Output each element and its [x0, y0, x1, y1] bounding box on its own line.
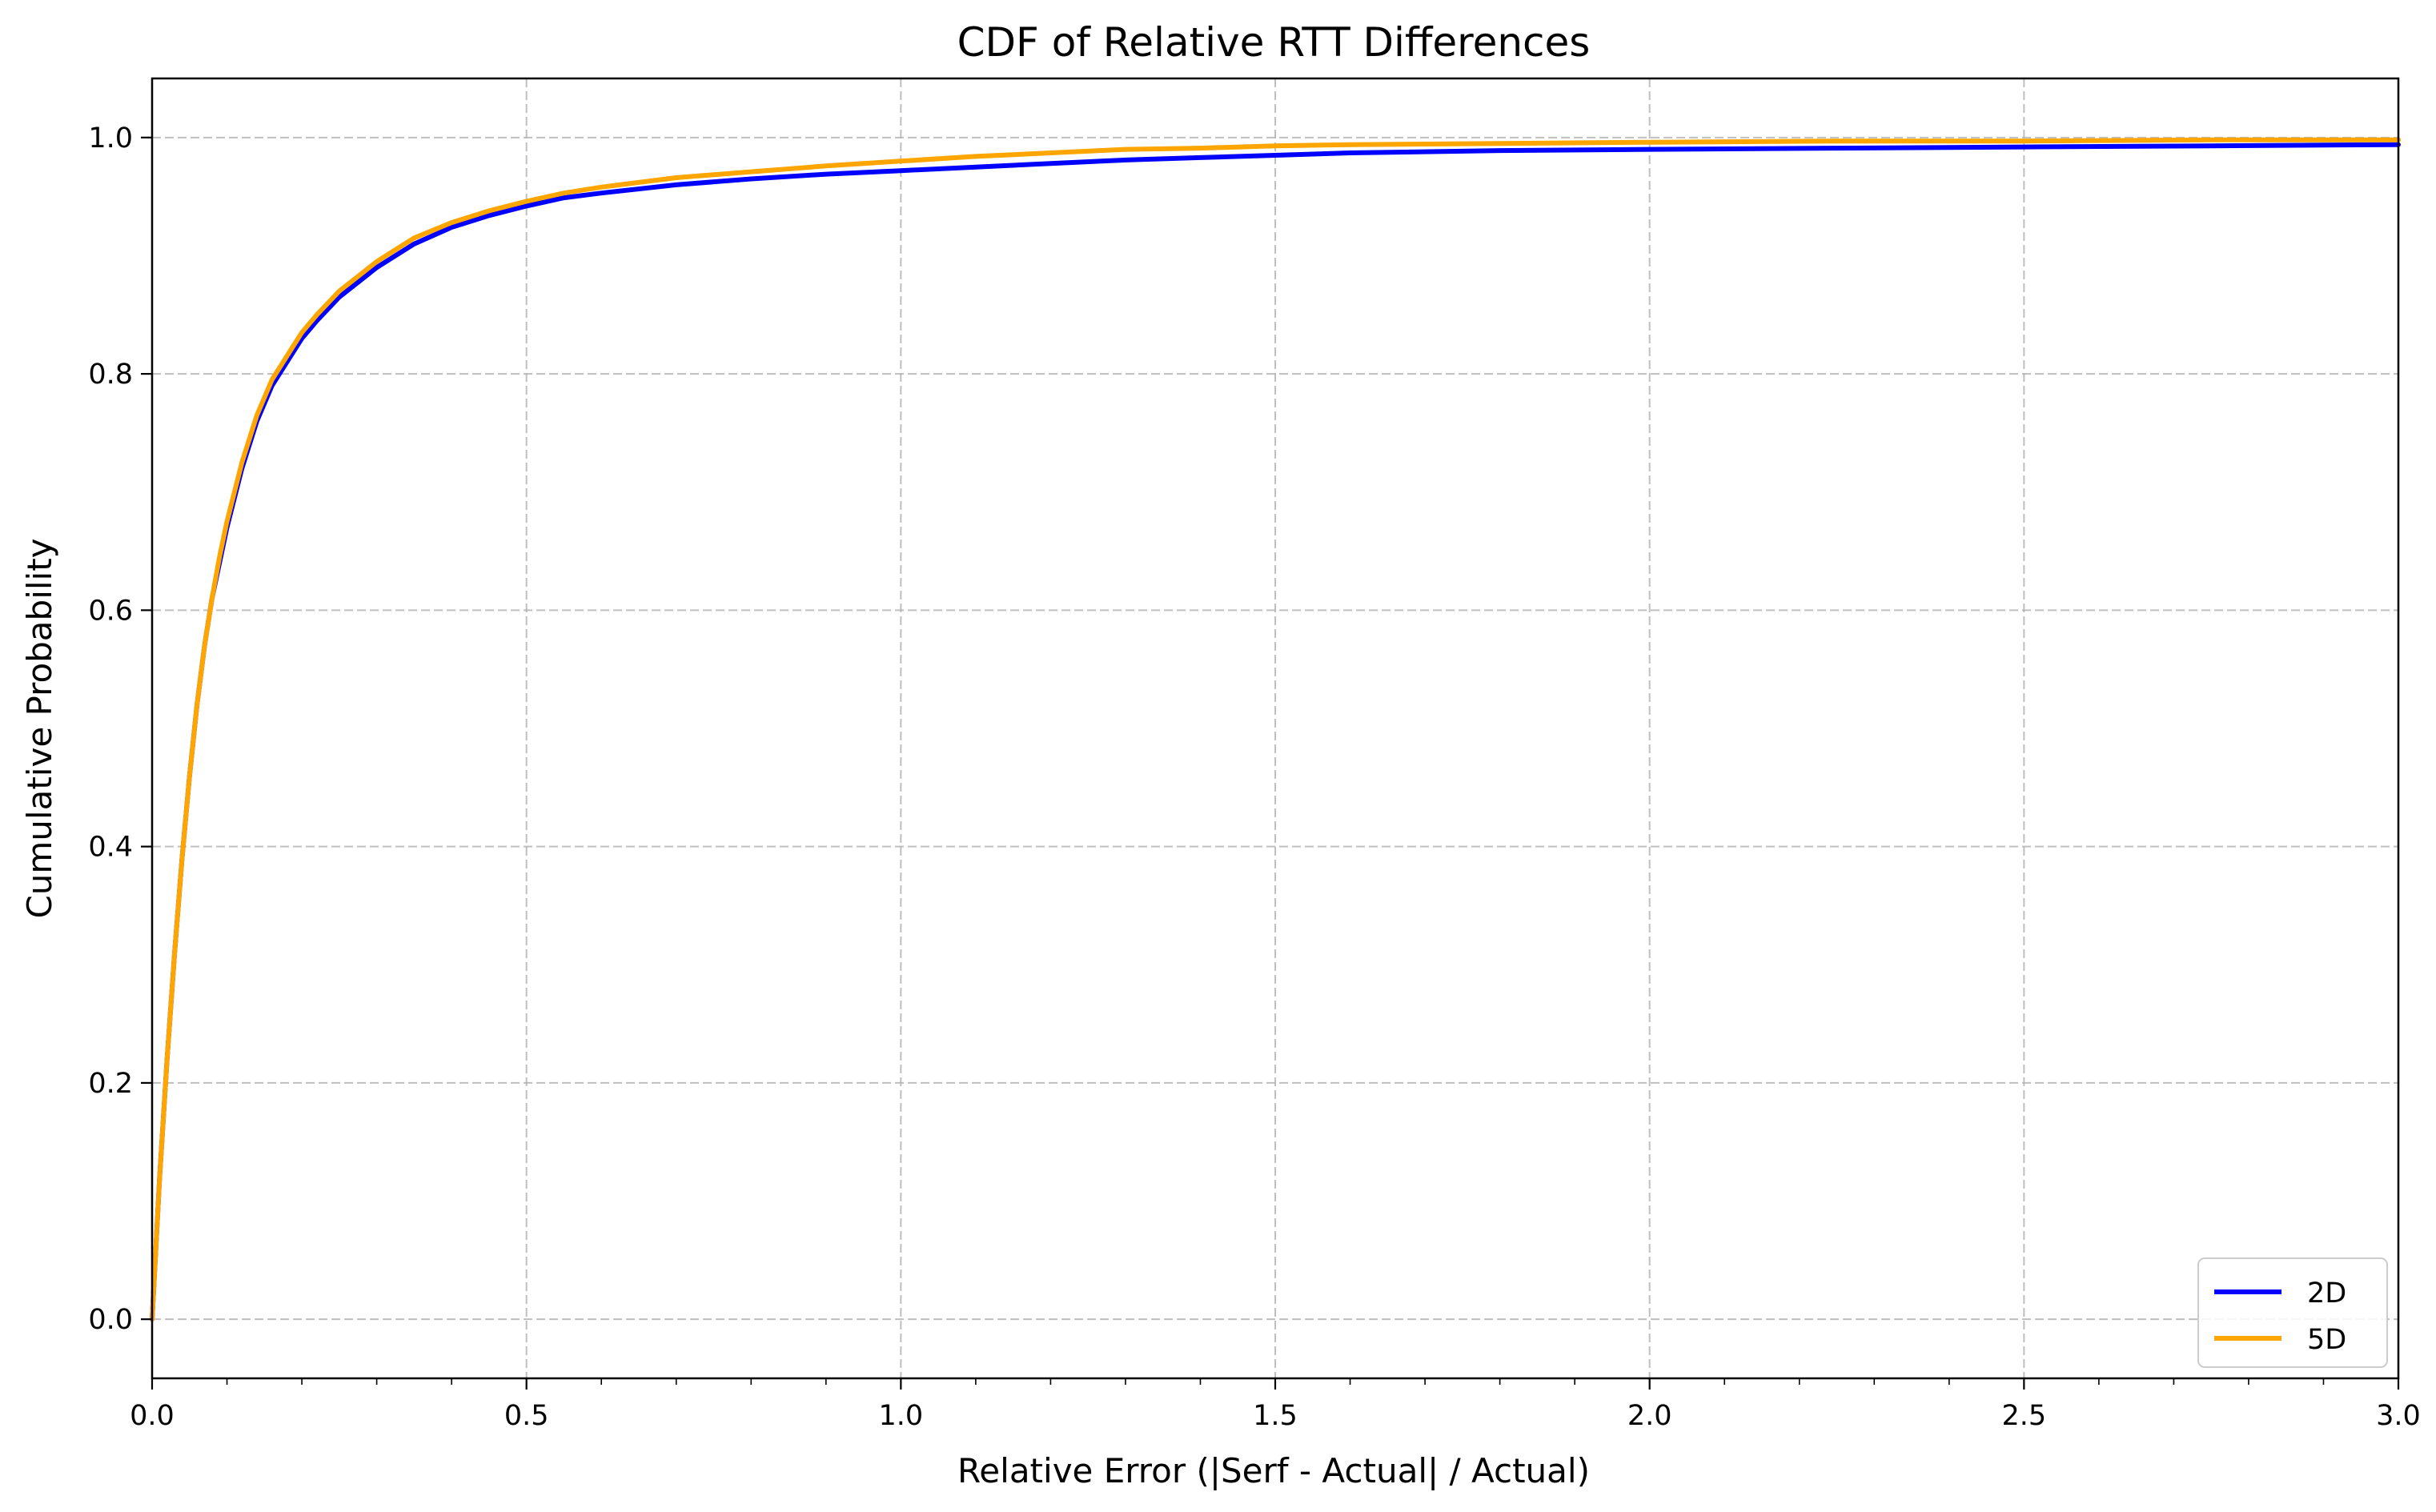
series-layer [150, 137, 2401, 1322]
legend-label-2d: 2D [2307, 1277, 2346, 1309]
ticks-layer: 0.0 0.5 1.0 1.5 2.0 2.5 3.0 0.0 0.2 0.4 0.6 0.8 1.0 [88, 122, 2421, 1432]
x-tick-label: 3.0 [2376, 1400, 2421, 1432]
y-tick-label: 0.2 [88, 1068, 133, 1100]
y-tick-label: 0.8 [88, 359, 133, 391]
x-tick-label: 0.0 [130, 1400, 175, 1432]
y-tick-label: 1.0 [88, 122, 133, 154]
x-tick-label: 2.0 [1627, 1400, 1672, 1432]
x-tick-label: 1.5 [1253, 1400, 1298, 1432]
y-tick-label: 0.0 [88, 1304, 133, 1336]
x-tick-label: 0.5 [504, 1400, 549, 1432]
legend-box [2197, 1257, 2388, 1368]
legend-label-5d: 5D [2307, 1324, 2346, 1356]
y-tick-label: 0.4 [88, 832, 133, 864]
x-tick-label: 2.5 [2001, 1400, 2046, 1432]
x-tick-label: 1.0 [878, 1400, 923, 1432]
y-axis-label: Cumulative Probability [20, 538, 59, 918]
x-axis-label: Relative Error (|Serf - Actual| / Actual… [957, 1451, 1590, 1490]
y-tick-label: 0.6 [88, 595, 133, 627]
series-line-5d [150, 137, 2401, 1322]
chart-title: CDF of Relative RTT Differences [957, 19, 1591, 66]
